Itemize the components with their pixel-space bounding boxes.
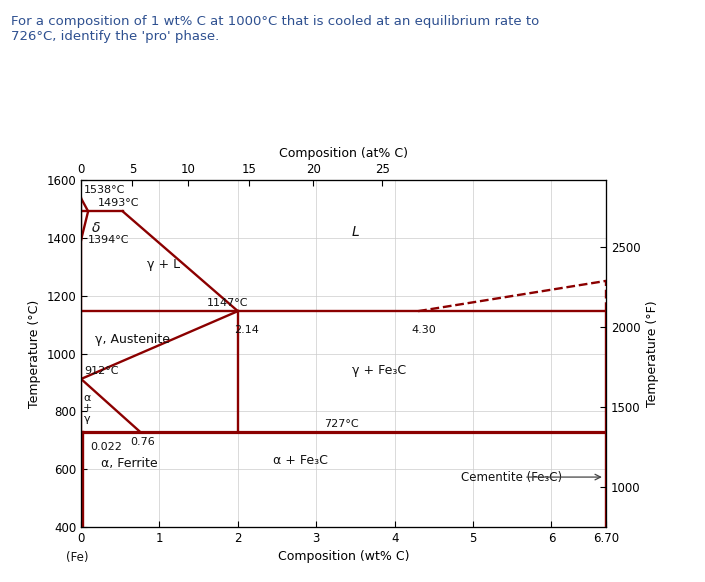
Text: 727°C: 727°C (324, 419, 359, 429)
Text: Cementite (Fe₃C): Cementite (Fe₃C) (461, 471, 563, 484)
Text: γ + Fe₃C: γ + Fe₃C (352, 364, 406, 377)
Text: 1394°C: 1394°C (87, 235, 129, 246)
Text: 1538°C: 1538°C (84, 186, 125, 196)
Text: 4.30: 4.30 (412, 325, 436, 335)
Text: γ + L: γ + L (147, 258, 180, 271)
Text: α
+
γ: α + γ (82, 393, 92, 424)
Text: (Fe): (Fe) (66, 551, 88, 564)
Text: α + Fe₃C: α + Fe₃C (273, 454, 328, 467)
Text: 0.022: 0.022 (90, 442, 123, 452)
Text: 912°C: 912°C (84, 366, 118, 376)
Text: 1493°C: 1493°C (98, 198, 140, 208)
Text: γ, Austenite: γ, Austenite (94, 333, 169, 346)
X-axis label: Composition (wt% C): Composition (wt% C) (278, 550, 410, 563)
Text: α, Ferrite: α, Ferrite (102, 457, 158, 470)
Text: δ: δ (92, 221, 101, 235)
X-axis label: Composition (at% C): Composition (at% C) (279, 147, 408, 160)
Y-axis label: Temperature (°C): Temperature (°C) (28, 300, 41, 407)
Text: 1147°C: 1147°C (207, 298, 248, 308)
Y-axis label: Temperature (°F): Temperature (°F) (646, 300, 659, 407)
Text: 0.76: 0.76 (130, 437, 155, 447)
Text: For a composition of 1 wt% C at 1000°C that is cooled at an equilibrium rate to
: For a composition of 1 wt% C at 1000°C t… (11, 15, 539, 42)
Text: L: L (352, 225, 360, 239)
Text: 2.14: 2.14 (234, 325, 259, 335)
